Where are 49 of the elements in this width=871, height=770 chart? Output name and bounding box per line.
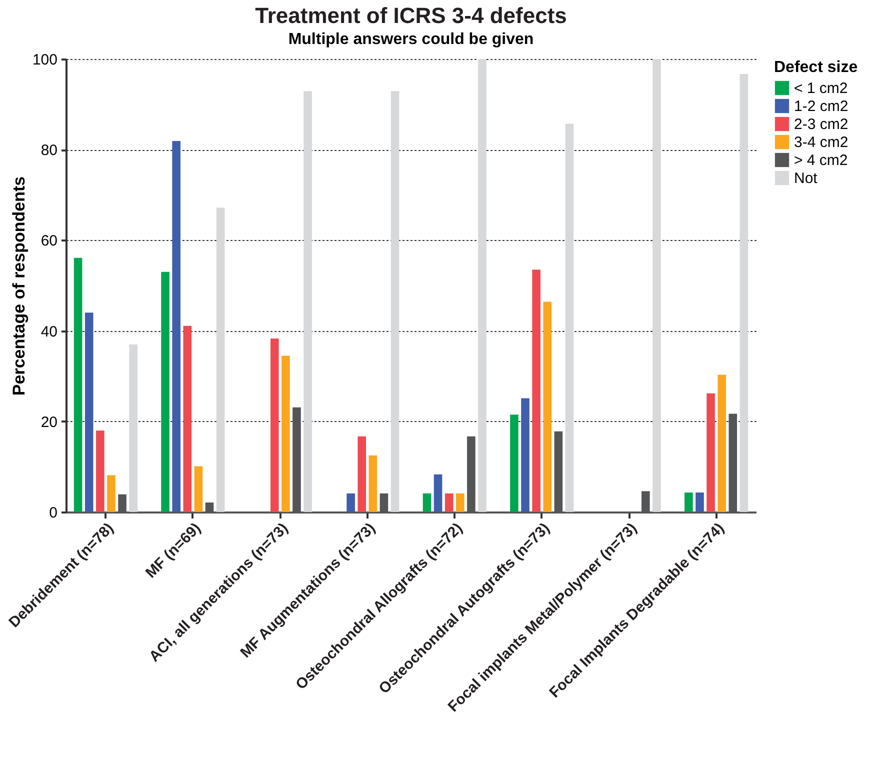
y-tick-label: 40: [40, 323, 58, 340]
y-axis-title: Percentage of respondents: [9, 176, 28, 396]
legend-title: Defect size: [774, 59, 858, 76]
bar: [390, 91, 400, 512]
legend-label: Not: [794, 170, 818, 187]
legend-label: < 1 cm2: [794, 80, 848, 97]
bar: [684, 492, 693, 512]
bar: [532, 270, 540, 512]
bar: [194, 466, 203, 512]
bar: [696, 492, 704, 512]
bar: [510, 414, 518, 512]
legend-label: > 4 cm2: [794, 152, 848, 169]
bar: [216, 208, 225, 512]
bar: [478, 59, 486, 512]
bar: [161, 272, 170, 512]
legend-label: 1-2 cm2: [794, 98, 848, 115]
bar: [282, 356, 290, 512]
bar: [444, 493, 454, 512]
bar: [422, 493, 432, 512]
y-tick-label: 20: [40, 414, 58, 431]
bar: [270, 338, 279, 512]
y-tick-label: 60: [40, 232, 58, 250]
bar: [96, 430, 104, 512]
bar: [456, 493, 464, 512]
bar: [172, 140, 180, 512]
legend-label: 3-4 cm2: [794, 134, 848, 151]
bar: [718, 374, 726, 512]
bar: [183, 326, 192, 512]
bar: [74, 258, 82, 512]
bar: [129, 344, 138, 512]
bar: [521, 398, 530, 512]
y-tick-label: 0: [49, 504, 58, 522]
y-tick-label: 80: [40, 142, 58, 160]
bar: [358, 436, 366, 512]
bar: [107, 475, 116, 512]
bar: [304, 91, 312, 512]
bar: [740, 74, 748, 512]
bar: [368, 455, 378, 512]
bar: [543, 302, 552, 512]
y-tick-label: 100: [32, 52, 58, 68]
bar: [565, 124, 574, 512]
legend-label: 2-3 cm2: [794, 116, 848, 133]
chart-title: Treatment of ICRS 3-4 defects: [255, 3, 567, 28]
bar: [346, 493, 355, 512]
bar: [84, 312, 94, 512]
bar: [652, 59, 661, 512]
bar: [706, 393, 715, 512]
bar: [434, 474, 442, 512]
chart-subtitle: Multiple answers could be given: [288, 31, 534, 48]
